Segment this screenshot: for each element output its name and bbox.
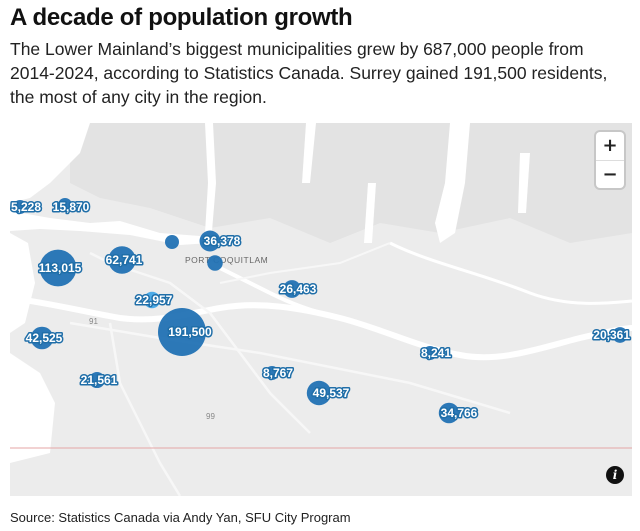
population-bubble-label: 26,463 bbox=[280, 282, 317, 296]
highway-91-label: 91 bbox=[89, 317, 98, 326]
population-bubble-label: 8,241 bbox=[421, 346, 451, 360]
population-bubble-label: 22,957 bbox=[136, 293, 173, 307]
stave-lake bbox=[435, 123, 470, 243]
alouette-lake bbox=[364, 183, 376, 243]
indian-arm bbox=[205, 123, 216, 233]
burrard-inlet bbox=[10, 211, 210, 245]
population-bubble[interactable] bbox=[423, 346, 437, 360]
population-bubble[interactable] bbox=[58, 198, 72, 212]
highway-91 bbox=[69, 321, 511, 415]
population-bubble[interactable] bbox=[88, 371, 106, 389]
population-bubble-label: 49,537 bbox=[313, 386, 350, 400]
population-bubble[interactable] bbox=[13, 200, 27, 214]
population-bubble-label: 5,228 bbox=[11, 200, 41, 214]
pitt-river bbox=[209, 261, 341, 320]
population-bubble-label: 62,741 bbox=[106, 253, 143, 267]
population-bubble-label: 36,378 bbox=[204, 234, 241, 248]
population-bubble[interactable] bbox=[265, 366, 279, 380]
population-bubble[interactable] bbox=[612, 327, 628, 343]
population-bubble[interactable] bbox=[39, 249, 77, 287]
upper-fraser-arm bbox=[389, 241, 632, 305]
population-bubble[interactable] bbox=[165, 235, 179, 249]
population-bubble-label: 15,870 bbox=[53, 200, 90, 214]
source-note: Source: Statistics Canada via Andy Yan, … bbox=[10, 510, 351, 525]
map-container[interactable]: 91 99 PORT COQUITLAM 5,228 15,870 113,015 6… bbox=[10, 123, 632, 496]
population-bubble-label: 20,361 bbox=[593, 328, 630, 342]
northern-lake bbox=[518, 153, 530, 213]
highway-99-label: 99 bbox=[206, 412, 215, 421]
population-bubble-label: 42,525 bbox=[26, 331, 63, 345]
population-bubble-label: 113,015 bbox=[39, 261, 82, 275]
population-bubble[interactable] bbox=[306, 380, 332, 406]
bubble-layer: 5,228 15,870 113,015 62,741 36,378 22,957 26,4… bbox=[10, 198, 632, 424]
population-bubble[interactable] bbox=[199, 230, 221, 252]
population-bubble[interactable] bbox=[143, 291, 161, 309]
boundary-bay bbox=[10, 353, 55, 463]
population-bubble[interactable] bbox=[283, 280, 301, 298]
population-bubble-label: 8,767 bbox=[263, 366, 293, 380]
chart-subtitle: The Lower Mainland’s biggest municipalit… bbox=[10, 39, 608, 107]
zoom-out-button[interactable]: − bbox=[596, 161, 624, 189]
chart-title: A decade of population growth bbox=[10, 4, 353, 31]
population-bubble[interactable] bbox=[30, 326, 54, 350]
population-bubble-label: 21,561 bbox=[81, 373, 118, 387]
population-bubble[interactable] bbox=[207, 255, 223, 271]
place-label-port-coquitlam: PORT COQUITLAM bbox=[185, 255, 268, 265]
population-bubble-label: 191,500 bbox=[168, 325, 212, 339]
info-icon[interactable]: i bbox=[606, 466, 624, 484]
pitt-lake bbox=[302, 123, 316, 183]
population-bubble[interactable] bbox=[158, 308, 206, 356]
lougheed-highway bbox=[219, 242, 391, 284]
zoom-divider bbox=[596, 160, 624, 161]
zoom-control: + − bbox=[596, 132, 624, 188]
ocean-water bbox=[10, 123, 90, 203]
population-bubble[interactable] bbox=[438, 402, 460, 424]
strait-of-georgia bbox=[10, 233, 35, 333]
zoom-in-button[interactable]: + bbox=[596, 132, 624, 160]
population-bubble[interactable] bbox=[108, 246, 136, 274]
highway-99 bbox=[108, 322, 182, 496]
population-bubble-label: 34,766 bbox=[441, 406, 478, 420]
base-map: 91 99 PORT COQUITLAM 5,228 15,870 113,015 6… bbox=[10, 123, 632, 496]
